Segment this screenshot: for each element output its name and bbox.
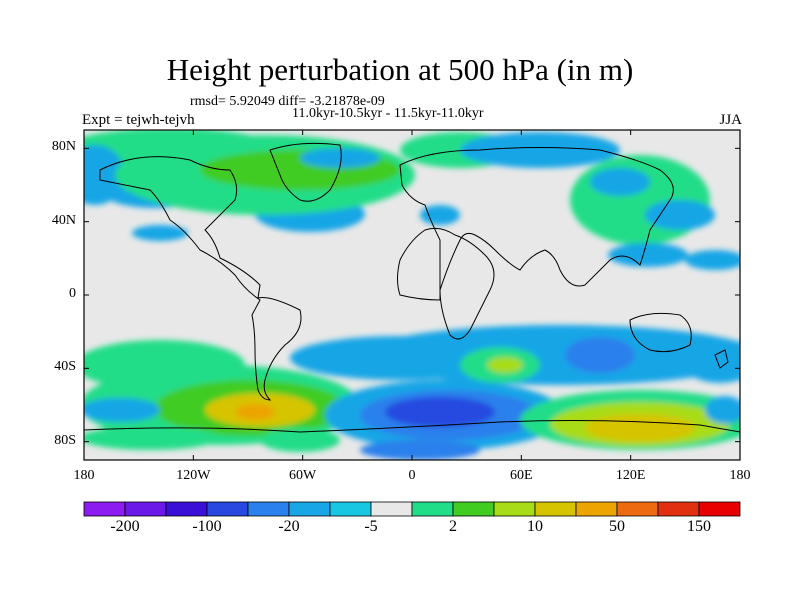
colorbar-swatch [575,501,618,517]
colorbar-label: -5 [364,518,378,535]
colorbar-swatch [698,501,741,517]
colorbar-label: 10 [527,518,543,535]
lat-tick-label: 0 [69,286,76,301]
lon-tick-label: 180 [729,468,751,483]
colorbar-swatch [452,501,495,517]
colorbar-swatch [411,501,454,517]
lat-tick-label: 80S [54,432,76,448]
colorbar-swatch [616,501,659,517]
lon-tick-label: 180 [73,468,95,483]
tick-marks [83,130,741,460]
colorbar-swatch [657,501,700,517]
lon-tick-label: 0 [408,468,416,483]
contour-fill-layer [84,130,740,460]
colorbar-swatch [370,501,413,517]
colorbar-label: -200 [110,518,140,535]
colorbar-swatch [534,501,577,517]
colorbar-swatch [288,501,331,517]
experiment-label: Expt = tejwh-tejvh [82,112,195,128]
colorbar-label: 2 [449,518,457,535]
colorbar-swatch [493,501,536,517]
colorbar-swatch [83,501,126,517]
lat-tick-label: 40N [51,212,76,228]
colorbar-label: -20 [278,518,300,535]
colorbar-swatch [124,501,167,517]
lat-tick-label: 80N [51,139,76,155]
colorbar-swatch [165,501,208,517]
period-label: 11.0kyr-10.5kyr - 11.5kyr-11.0kyr [292,106,484,121]
colorbar-swatch [206,501,249,517]
lat-tick-label: 40S [54,359,76,375]
map-title: Height perturbation at 500 hPa (in m) [166,52,634,87]
colorbar-label: 50 [609,518,625,535]
coastlines [84,142,740,433]
colorbar-swatch [247,501,290,517]
season-label: JJA [719,112,742,128]
lon-tick-label: 120W [176,468,211,483]
colorbar-label: -100 [192,518,222,535]
colorbar-swatch [329,501,372,517]
lon-tick-label: 60W [289,468,317,483]
lon-tick-label: 60E [510,468,533,483]
colorbar-label: 150 [687,518,711,535]
rmsd-stats: rmsd= 5.92049 diff= -3.21878e-09 [190,94,385,109]
lon-tick-label: 120E [615,468,646,483]
